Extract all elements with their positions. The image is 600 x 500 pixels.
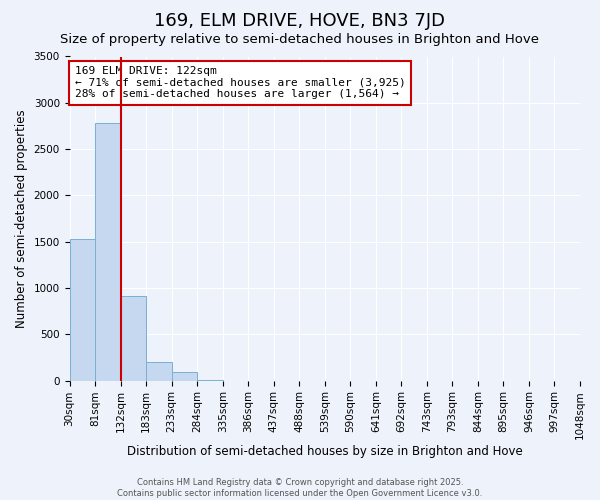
X-axis label: Distribution of semi-detached houses by size in Brighton and Hove: Distribution of semi-detached houses by …	[127, 444, 523, 458]
Text: 169 ELM DRIVE: 122sqm
← 71% of semi-detached houses are smaller (3,925)
28% of s: 169 ELM DRIVE: 122sqm ← 71% of semi-deta…	[74, 66, 406, 100]
Text: Size of property relative to semi-detached houses in Brighton and Hove: Size of property relative to semi-detach…	[61, 32, 539, 46]
Bar	[70, 239, 95, 380]
Bar	[172, 372, 197, 380]
Y-axis label: Number of semi-detached properties: Number of semi-detached properties	[15, 109, 28, 328]
Bar	[95, 123, 121, 380]
Text: 169, ELM DRIVE, HOVE, BN3 7JD: 169, ELM DRIVE, HOVE, BN3 7JD	[155, 12, 445, 30]
Text: Contains HM Land Registry data © Crown copyright and database right 2025.
Contai: Contains HM Land Registry data © Crown c…	[118, 478, 482, 498]
Bar	[121, 296, 146, 380]
Bar	[146, 362, 172, 380]
